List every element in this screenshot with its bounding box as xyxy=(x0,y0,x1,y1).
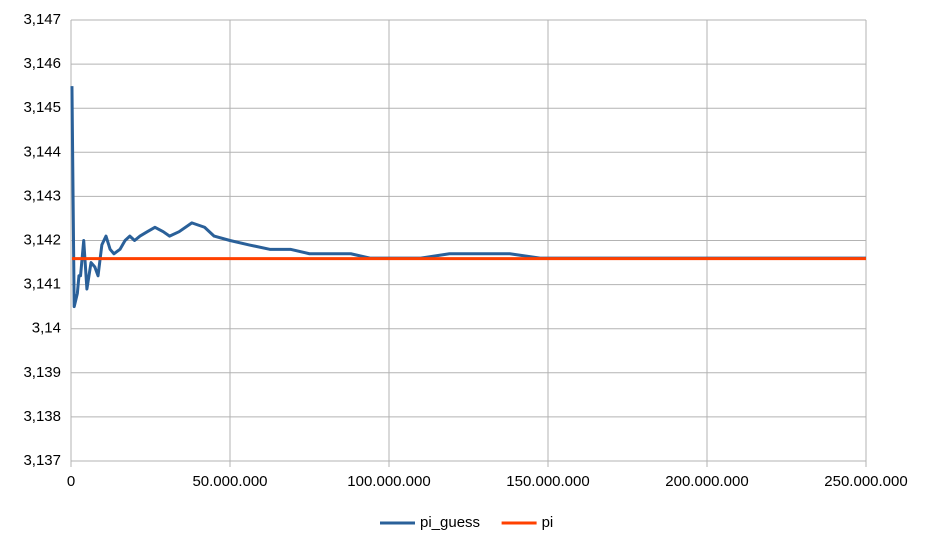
y-tick-label: 3,144 xyxy=(23,143,61,160)
y-tick-label: 3,138 xyxy=(23,408,61,425)
x-tick-label: 100.000.000 xyxy=(347,473,430,490)
legend-label: pi xyxy=(542,514,554,531)
x-tick-label: 200.000.000 xyxy=(665,473,748,490)
x-tick-label: 150.000.000 xyxy=(506,473,589,490)
y-tick-label: 3,14 xyxy=(32,320,61,337)
x-tick-label: 0 xyxy=(67,473,75,490)
y-tick-label: 3,147 xyxy=(23,11,61,28)
y-tick-label: 3,143 xyxy=(23,187,61,204)
y-tick-label: 3,142 xyxy=(23,231,61,248)
x-tick-label: 50.000.000 xyxy=(192,473,267,490)
y-tick-label: 3,141 xyxy=(23,276,61,293)
y-tick-label: 3,137 xyxy=(23,452,61,469)
x-tick-label: 250.000.000 xyxy=(824,473,907,490)
y-tick-label: 3,146 xyxy=(23,55,61,72)
series-line xyxy=(70,86,866,309)
y-tick-label: 3,145 xyxy=(23,99,61,116)
y-tick-label: 3,139 xyxy=(23,364,61,381)
legend-label: pi_guess xyxy=(420,514,480,531)
